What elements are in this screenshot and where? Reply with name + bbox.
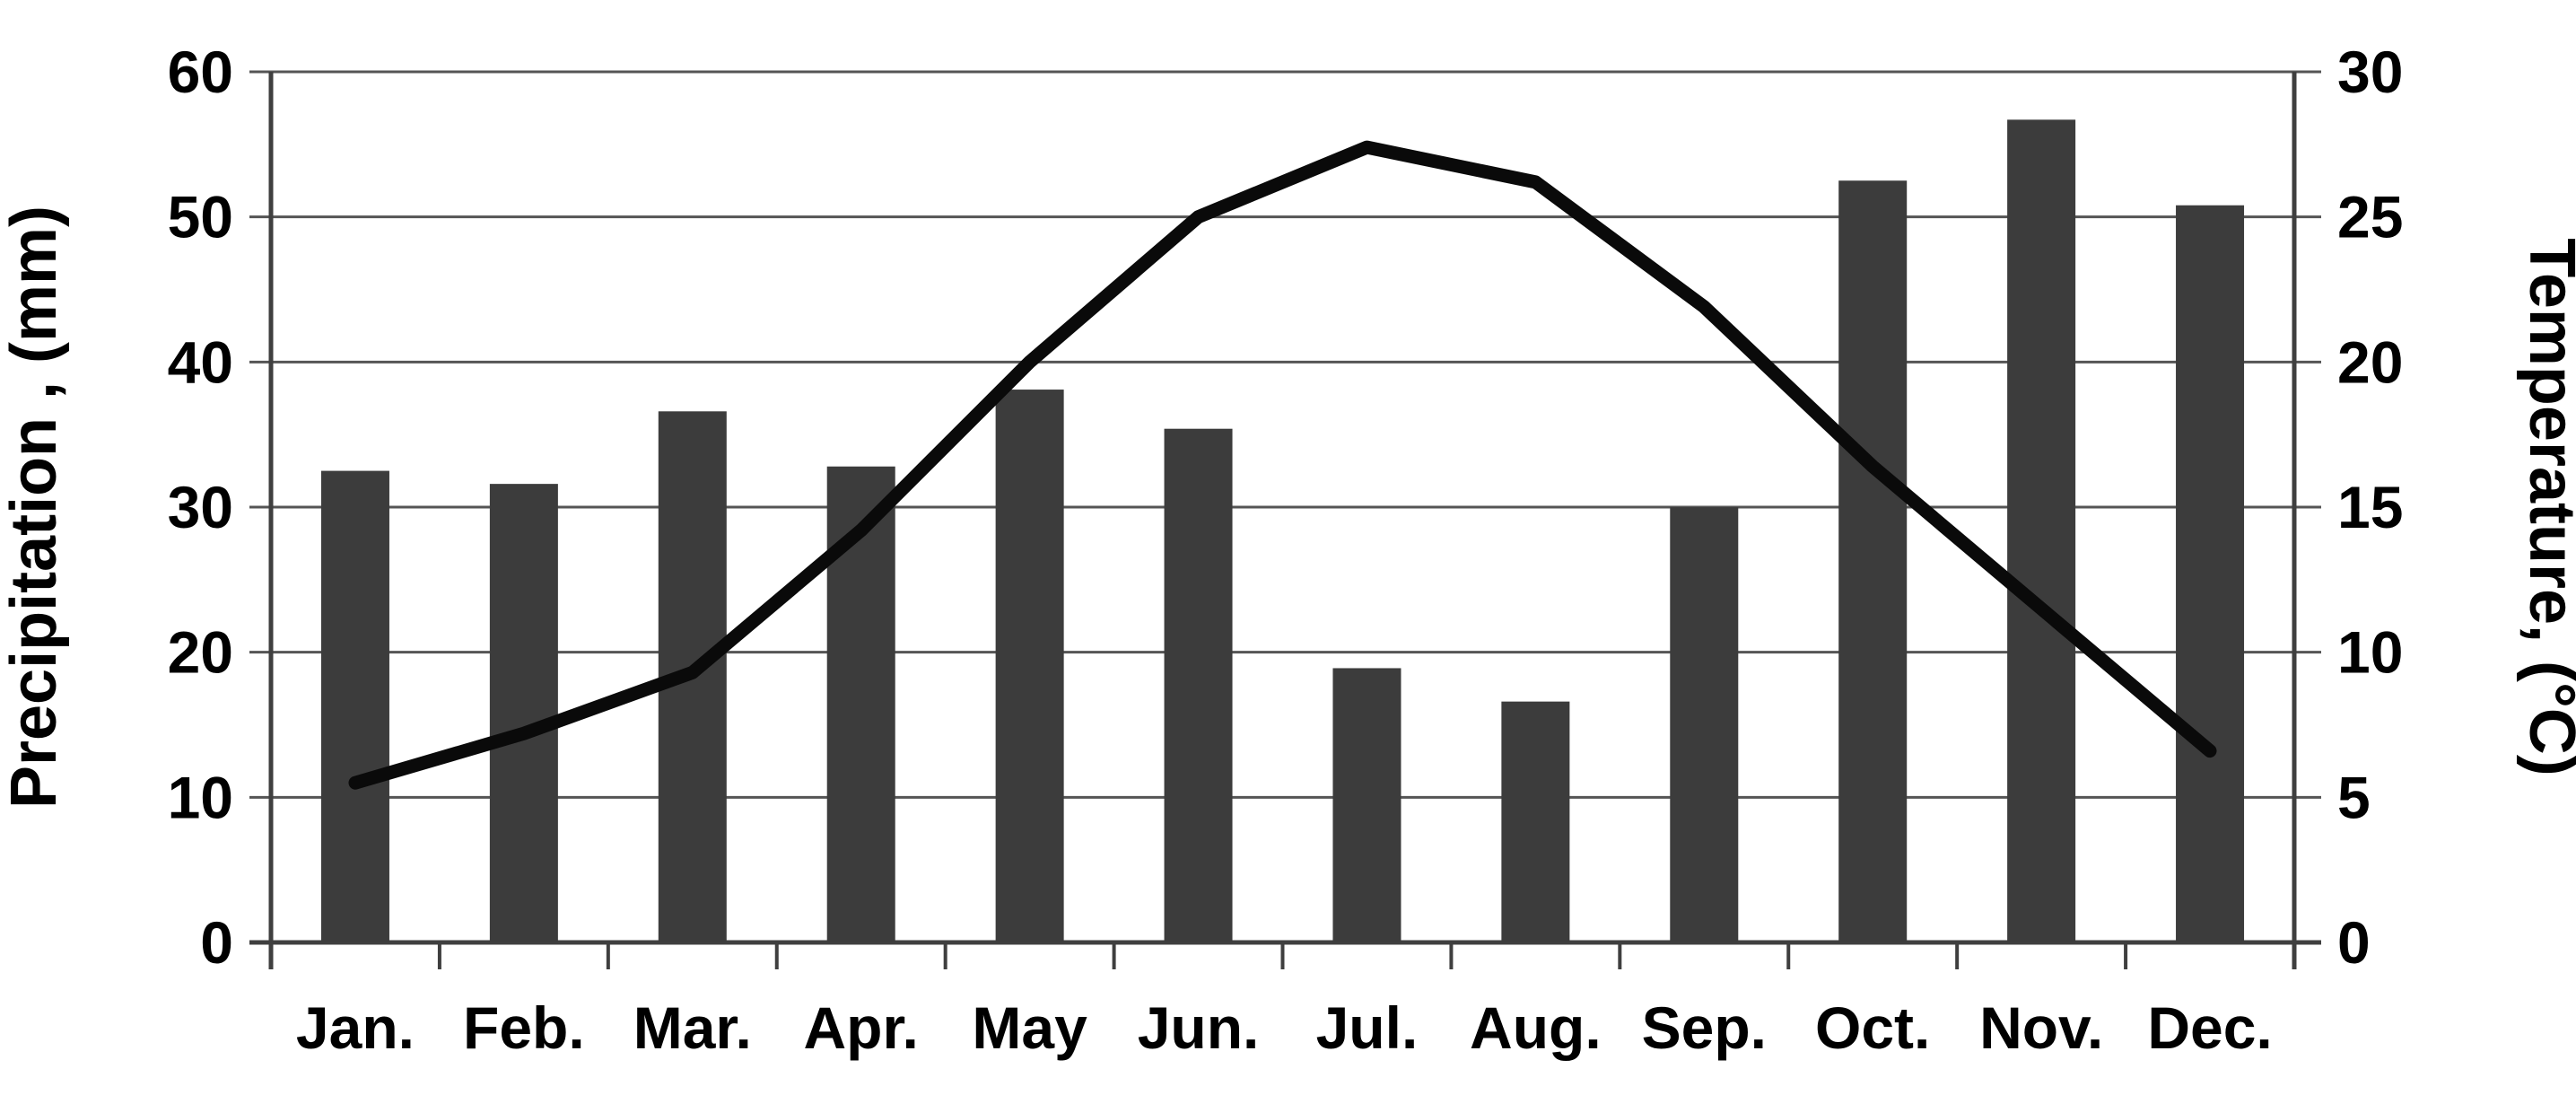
left-axis-tick-label: 10 [168,764,233,830]
left-axis-title: Precipitation , (mm) [0,206,70,809]
x-axis-label-mar: Mar. [633,994,752,1061]
bar-oct [1838,180,1908,942]
x-axis-label-feb: Feb. [463,994,585,1061]
x-axis-label-sep: Sep. [1642,994,1767,1061]
bar-aug [1501,701,1570,942]
right-axis-tick-label: 0 [2337,909,2371,976]
left-axis-tick-label: 20 [168,619,233,686]
left-axis-tick-label: 40 [168,328,233,395]
x-axis-label-jun: Jun. [1138,994,1260,1061]
left-axis-tick-label: 50 [168,184,233,250]
bar-dec [2176,205,2245,942]
x-axis-label-may: May [972,994,1087,1061]
bar-may [995,390,1064,942]
x-axis-label-apr: Apr. [804,994,919,1061]
left-axis-tick-label: 60 [168,39,233,105]
right-axis-tick-label: 15 [2337,474,2403,540]
bar-feb [489,484,558,942]
bar-nov [2007,119,2076,943]
x-axis-label-oct: Oct. [1815,994,1930,1061]
right-axis-tick-label: 5 [2337,764,2371,830]
right-axis-tick-label: 30 [2337,39,2403,105]
temperature-line [348,140,2217,790]
bar-sep [1670,507,1739,942]
right-axis-tick-label: 10 [2337,619,2403,686]
right-axis-tick-label: 20 [2337,328,2403,395]
left-axis-tick-label: 30 [168,474,233,540]
x-axis-label-dec: Dec. [2147,994,2272,1061]
left-axis-tick-label: 0 [200,909,233,976]
x-axis-label-jul: Jul. [1316,994,1419,1061]
x-axis-label-jan: Jan. [296,994,415,1061]
bar-jan [320,470,389,942]
x-axis-label-aug: Aug. [1470,994,1602,1061]
right-axis-title: Temperature, (°C) [2516,238,2576,776]
right-axis-tick-label: 25 [2337,184,2403,250]
bar-jul [1332,668,1402,942]
bar-jun [1164,428,1233,942]
x-axis-label-nov: Nov. [1979,994,2103,1061]
